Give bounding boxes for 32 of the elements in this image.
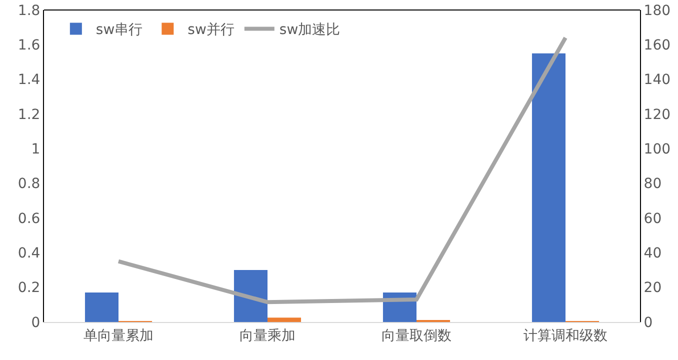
bar [234, 270, 268, 322]
x-tick-label: 计算调和级数 [524, 328, 608, 344]
legend-label: sw串行 [96, 22, 143, 38]
y2-tick-label: 180 [644, 2, 671, 19]
y-tick-label: 1.6 [18, 38, 40, 54]
line-series [116, 36, 568, 304]
y-tick-label: 1 [31, 142, 40, 158]
y2-tick-label: 60 [644, 210, 662, 227]
y2-tick-label: 100 [644, 142, 671, 158]
x-tick-label: 向量乘加 [240, 328, 296, 344]
y2-tick-label: 0 [644, 314, 653, 331]
y-tick-label: 0.6 [18, 210, 40, 227]
bar [268, 318, 302, 322]
y2-tick-label: 140 [644, 72, 671, 88]
y-tick-label: 0.2 [18, 280, 40, 296]
y-tick-label: 0.8 [18, 176, 40, 192]
legend-label: sw加速比 [279, 22, 340, 38]
y2-tick-label: 80 [644, 176, 662, 192]
y-tick-label: 0 [31, 314, 40, 331]
y-tick-label: 1.2 [18, 106, 40, 123]
legend-label: sw并行 [188, 22, 234, 38]
y2-tick-label: 160 [644, 38, 671, 54]
x-tick-label: 向量取倒数 [382, 328, 452, 344]
y2-tick-label: 40 [644, 246, 662, 262]
x-tick-label: 单向量累加 [84, 328, 154, 344]
bar [532, 53, 566, 322]
y2-tick-label: 20 [644, 280, 662, 296]
y-tick-label: 1.4 [18, 72, 40, 88]
y2-tick-label: 120 [644, 106, 671, 123]
y-tick-label: 1.8 [18, 2, 40, 19]
bar [84, 292, 118, 322]
y-tick-label: 0.4 [18, 246, 40, 262]
